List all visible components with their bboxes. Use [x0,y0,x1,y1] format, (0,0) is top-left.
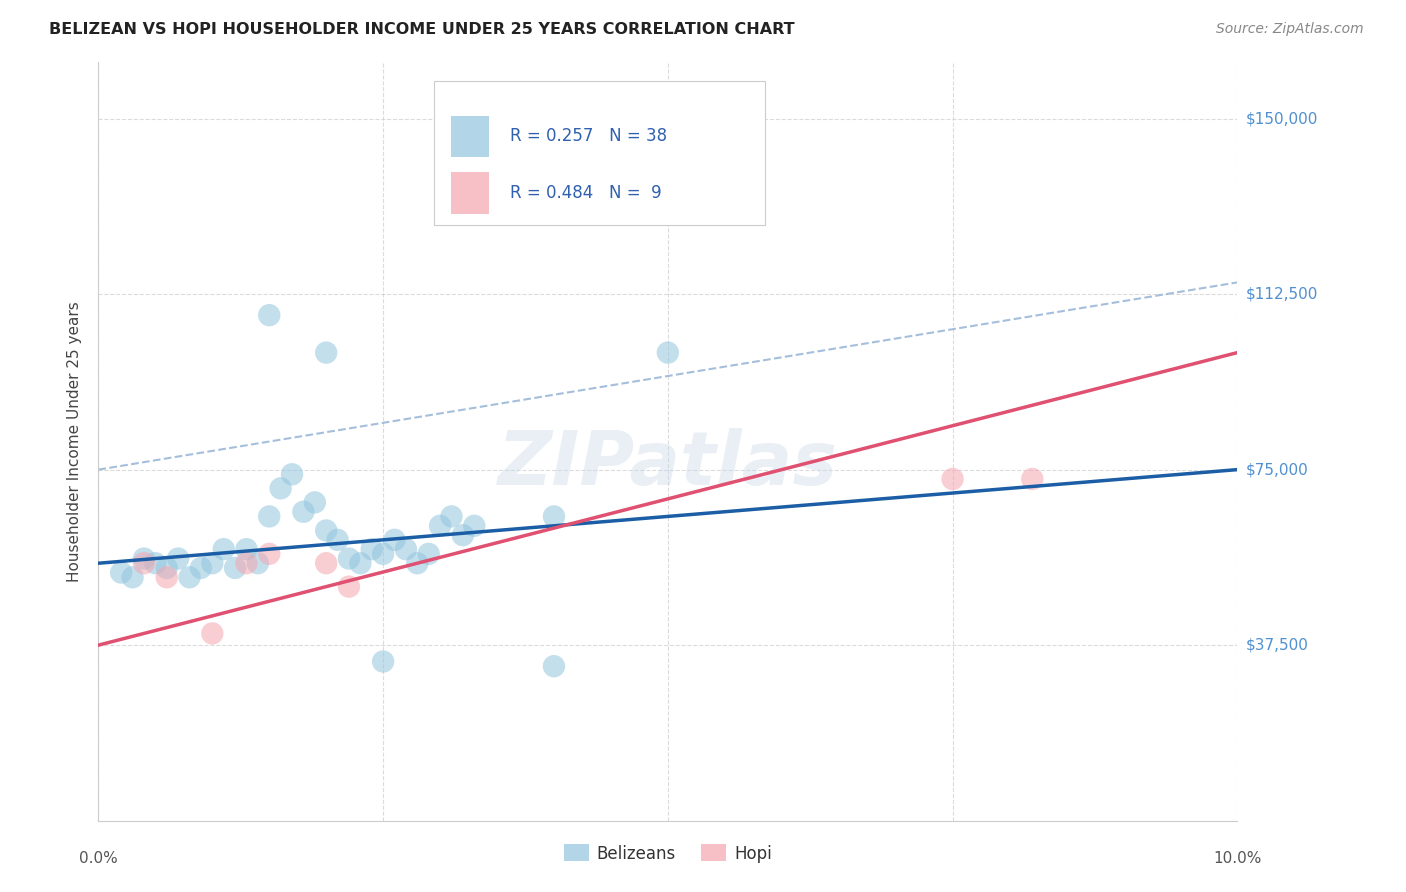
Y-axis label: Householder Income Under 25 years: Householder Income Under 25 years [67,301,83,582]
Point [156,570,179,584]
Point [145,556,167,570]
Point [259,308,281,322]
Text: R = 0.484   N =  9: R = 0.484 N = 9 [509,185,661,202]
Point [315,524,337,538]
Point [463,518,485,533]
Point [201,626,224,640]
Point [190,561,212,575]
Point [657,345,679,359]
Point [201,556,224,570]
Point [167,551,190,566]
Point [292,505,315,519]
Point [1021,472,1043,486]
Text: $112,500: $112,500 [1246,286,1317,301]
Point [132,551,155,566]
Point [349,556,371,570]
Point [942,472,965,486]
Text: $75,000: $75,000 [1246,462,1309,477]
Point [235,556,257,570]
Point [326,533,349,547]
Point [406,556,429,570]
Point [179,570,201,584]
Text: 0.0%: 0.0% [79,851,118,866]
Point [360,542,382,557]
Point [235,542,257,557]
Point [373,547,395,561]
Point [337,580,360,594]
Point [304,495,326,509]
Point [395,542,418,557]
Point [429,518,451,533]
Point [337,551,360,566]
Point [315,345,337,359]
Point [259,509,281,524]
Point [246,556,269,570]
Text: ZIPatlas: ZIPatlas [498,428,838,500]
Point [110,566,132,580]
Text: $150,000: $150,000 [1246,112,1317,126]
Point [121,570,143,584]
Point [281,467,304,482]
Point [315,556,337,570]
Point [259,547,281,561]
FancyBboxPatch shape [451,172,489,214]
Point [224,561,246,575]
Point [212,542,235,557]
FancyBboxPatch shape [451,115,489,157]
FancyBboxPatch shape [434,81,765,226]
Point [543,659,565,673]
Point [156,561,179,575]
Legend: Belizeans, Hopi: Belizeans, Hopi [557,838,779,869]
Point [384,533,406,547]
Point [270,481,292,495]
Point [543,509,565,524]
Text: 10.0%: 10.0% [1213,851,1261,866]
Point [451,528,474,542]
Text: $37,500: $37,500 [1246,638,1309,653]
Text: Source: ZipAtlas.com: Source: ZipAtlas.com [1216,22,1364,37]
Text: BELIZEAN VS HOPI HOUSEHOLDER INCOME UNDER 25 YEARS CORRELATION CHART: BELIZEAN VS HOPI HOUSEHOLDER INCOME UNDE… [49,22,794,37]
Point [440,509,463,524]
Point [418,547,440,561]
Text: R = 0.257   N = 38: R = 0.257 N = 38 [509,128,666,145]
Point [373,655,395,669]
Point [132,556,155,570]
